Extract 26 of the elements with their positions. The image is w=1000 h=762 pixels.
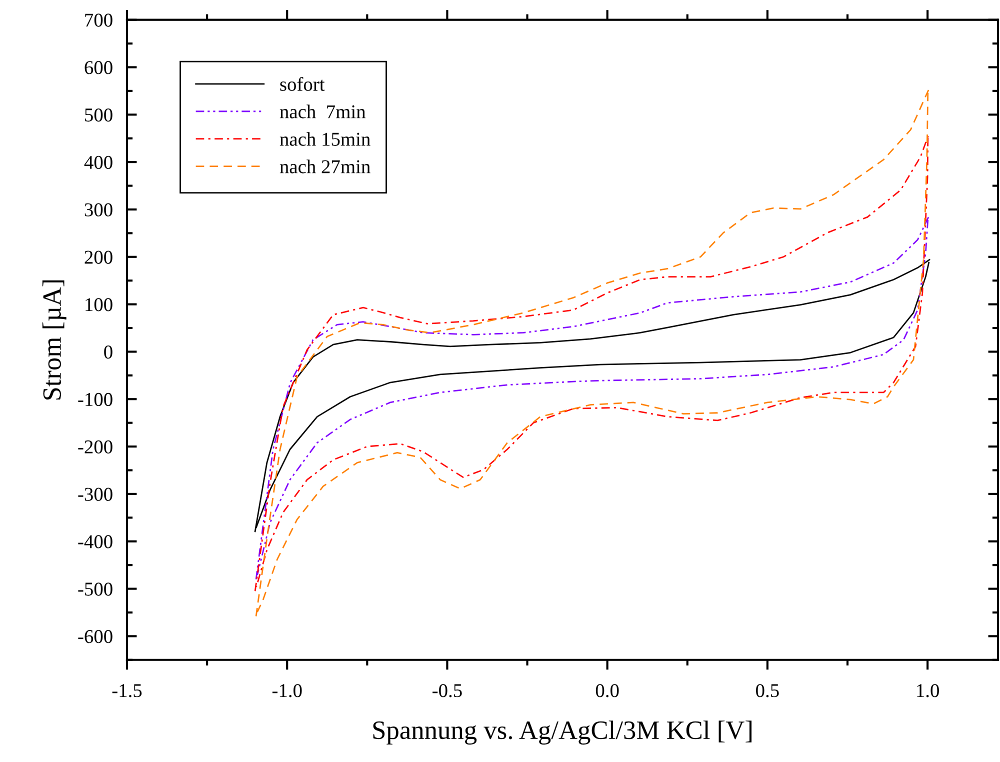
x-axis-title: Spannung vs. Ag/AgCl/3M KCl [V]	[373, 720, 752, 745]
x-tick-label: -0.5	[432, 684, 462, 698]
y-tick-label: 700	[85, 14, 112, 27]
x-tick-label: 0.0	[596, 684, 619, 698]
y-tick-label: -600	[78, 630, 112, 644]
y-tick-label: 200	[84, 250, 112, 264]
y-tick-label: 400	[84, 156, 112, 169]
x-tick-label: -1.5	[112, 684, 142, 698]
legend-label: nach 15min	[280, 132, 370, 146]
legend-label: sofort	[280, 77, 325, 91]
y-tick-label: 300	[84, 203, 112, 216]
y-tick-label: -500	[78, 582, 112, 596]
legend-label: nach 27min	[280, 160, 370, 174]
x-tick-label: 0.5	[756, 684, 779, 698]
y-tick-label: 100	[86, 298, 112, 312]
x-tick-label: -1.0	[272, 684, 302, 698]
y-axis-title: Strom [µA]	[42, 280, 66, 400]
x-tick-label: 1.0	[917, 684, 939, 698]
y-tick-label: 0	[104, 346, 112, 359]
y-tick-label: 500	[85, 108, 112, 122]
y-tick-label: -200	[78, 440, 112, 454]
y-tick-label: -400	[78, 535, 112, 548]
y-tick-label: -100	[78, 392, 112, 406]
y-tick-label: -300	[78, 488, 112, 501]
legend-label: nach 7min	[280, 104, 366, 118]
y-tick-label: 600	[84, 61, 112, 74]
